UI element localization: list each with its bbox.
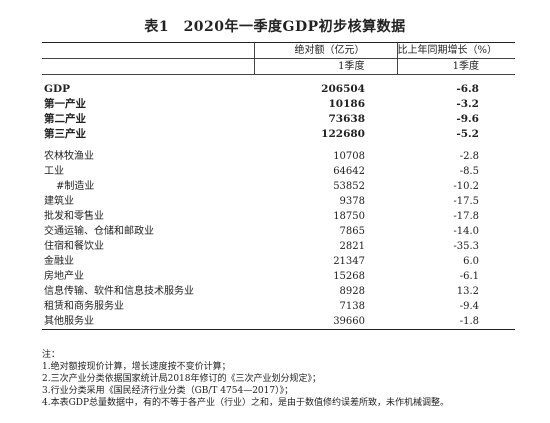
row-name: 房地产业 bbox=[44, 270, 84, 282]
row-name: 第二产业 bbox=[44, 112, 86, 125]
header-empty-cell bbox=[42, 42, 254, 59]
table-row: 房地产业 15268 -6.1 bbox=[42, 269, 515, 284]
row-growth: -14.0 bbox=[453, 225, 479, 237]
row-value: 7138 bbox=[339, 300, 365, 312]
row-name: 第一产业 bbox=[44, 97, 86, 110]
row-value: 122680 bbox=[321, 127, 365, 140]
notes-heading: 注： bbox=[42, 350, 61, 360]
gdp-table: 绝对额（亿元） 比上年同期增长（%） 1季度 1季度 GDP 206504 -6… bbox=[42, 42, 515, 330]
header-row: 绝对额（亿元） 比上年同期增长（%） bbox=[42, 42, 515, 59]
table-row: 建筑业 9378 -17.5 bbox=[42, 194, 515, 209]
row-growth: -17.8 bbox=[453, 210, 479, 222]
row-value: 64642 bbox=[333, 165, 365, 177]
row-value: 39660 bbox=[254, 314, 397, 330]
row-growth: -6.8 bbox=[456, 82, 479, 95]
row-name: 租赁和商务服务业 bbox=[44, 300, 124, 312]
table-row: 金融业 21347 6.0 bbox=[42, 254, 515, 269]
table-row: 工业 64642 -8.5 bbox=[42, 164, 515, 179]
row-spacer bbox=[42, 141, 515, 149]
header-growth: 比上年同期增长（%） bbox=[396, 42, 515, 59]
row-value: 8928 bbox=[339, 285, 365, 297]
table-row: 第二产业 73638 -9.6 bbox=[42, 111, 515, 126]
row-name: 金融业 bbox=[44, 255, 74, 267]
table-row: 交通运输、仓储和邮政业 7865 -14.0 bbox=[42, 224, 515, 239]
table-row: 信息传输、软件和信息技术服务业 8928 13.2 bbox=[42, 284, 515, 299]
note-item: 3.行业分类采用《国民经济行业分类（GB/T 4754—2017）》； bbox=[42, 386, 294, 396]
row-name: 建筑业 bbox=[44, 195, 74, 207]
subheader-row: 1季度 1季度 bbox=[42, 58, 515, 75]
row-value: 18750 bbox=[333, 210, 365, 222]
row-value: 21347 bbox=[333, 255, 365, 267]
row-value: 10708 bbox=[333, 150, 365, 162]
row-name: 住宿和餐饮业 bbox=[44, 240, 104, 252]
row-growth: 6.0 bbox=[463, 255, 479, 267]
table-row: 农林牧渔业 10708 -2.8 bbox=[42, 149, 515, 164]
table-row: GDP 206504 -6.8 bbox=[42, 75, 515, 97]
row-growth: -9.4 bbox=[459, 300, 479, 312]
note-item: 4.本表GDP总量数据中，有的不等于各产业（行业）之和，是由于数值修约误差所致，… bbox=[42, 398, 450, 408]
row-value: 7865 bbox=[339, 225, 365, 237]
row-growth: -3.2 bbox=[456, 97, 479, 110]
table-title: 表1 2020年一季度GDP初步核算数据 bbox=[144, 19, 406, 35]
row-growth: -5.2 bbox=[456, 127, 479, 140]
row-growth: 13.2 bbox=[456, 285, 479, 297]
row-name: #制造业 bbox=[56, 180, 95, 192]
row-value: 10186 bbox=[328, 97, 365, 110]
row-growth: -2.8 bbox=[459, 150, 479, 162]
row-value: 15268 bbox=[333, 270, 365, 282]
table-row: 住宿和餐饮业 2821 -35.3 bbox=[42, 239, 515, 254]
row-name: 信息传输、软件和信息技术服务业 bbox=[44, 285, 194, 297]
row-value: 2821 bbox=[339, 240, 365, 252]
row-value: 9378 bbox=[339, 195, 365, 207]
subheader-empty-cell bbox=[42, 58, 254, 75]
row-name: 第三产业 bbox=[44, 127, 86, 140]
table-row: 批发和零售业 18750 -17.8 bbox=[42, 209, 515, 224]
table-row: 其他服务业 39660 -1.8 bbox=[42, 314, 515, 330]
row-growth: -1.8 bbox=[397, 314, 515, 330]
table-notes: 注： 1.绝对额按现价计算，增长速度按不变价计算； 2.三次产业分类依据国家统计… bbox=[42, 349, 522, 409]
table-row: #制造业 53852 -10.2 bbox=[42, 179, 515, 194]
row-growth: -10.2 bbox=[453, 180, 479, 192]
subheader-value: 1季度 bbox=[253, 58, 397, 75]
note-item: 1.绝对额按现价计算，增长速度按不变价计算； bbox=[42, 362, 231, 372]
table-row: 第一产业 10186 -3.2 bbox=[42, 96, 515, 111]
row-name: GDP bbox=[44, 82, 70, 95]
subheader-growth: 1季度 bbox=[396, 58, 515, 75]
row-name: 批发和零售业 bbox=[44, 210, 104, 222]
row-growth: -35.3 bbox=[453, 240, 479, 252]
row-name: 交通运输、仓储和邮政业 bbox=[44, 225, 154, 237]
row-value: 206504 bbox=[321, 82, 365, 95]
row-value: 53852 bbox=[333, 180, 365, 192]
row-growth: -6.1 bbox=[459, 270, 479, 282]
row-name: 工业 bbox=[44, 165, 64, 177]
row-name: 农林牧渔业 bbox=[44, 150, 94, 162]
table-row: 租赁和商务服务业 7138 -9.4 bbox=[42, 299, 515, 314]
row-growth: -17.5 bbox=[453, 195, 479, 207]
note-item: 2.三次产业分类依据国家统计局2018年修订的《三次产业划分规定》； bbox=[42, 374, 321, 384]
row-value: 73638 bbox=[328, 112, 365, 125]
row-name: 其他服务业 bbox=[42, 314, 254, 330]
row-growth: -8.5 bbox=[459, 165, 479, 177]
table-row: 第三产业 122680 -5.2 bbox=[42, 126, 515, 141]
row-growth: -9.6 bbox=[456, 112, 479, 125]
header-value: 绝对额（亿元） bbox=[253, 42, 397, 59]
